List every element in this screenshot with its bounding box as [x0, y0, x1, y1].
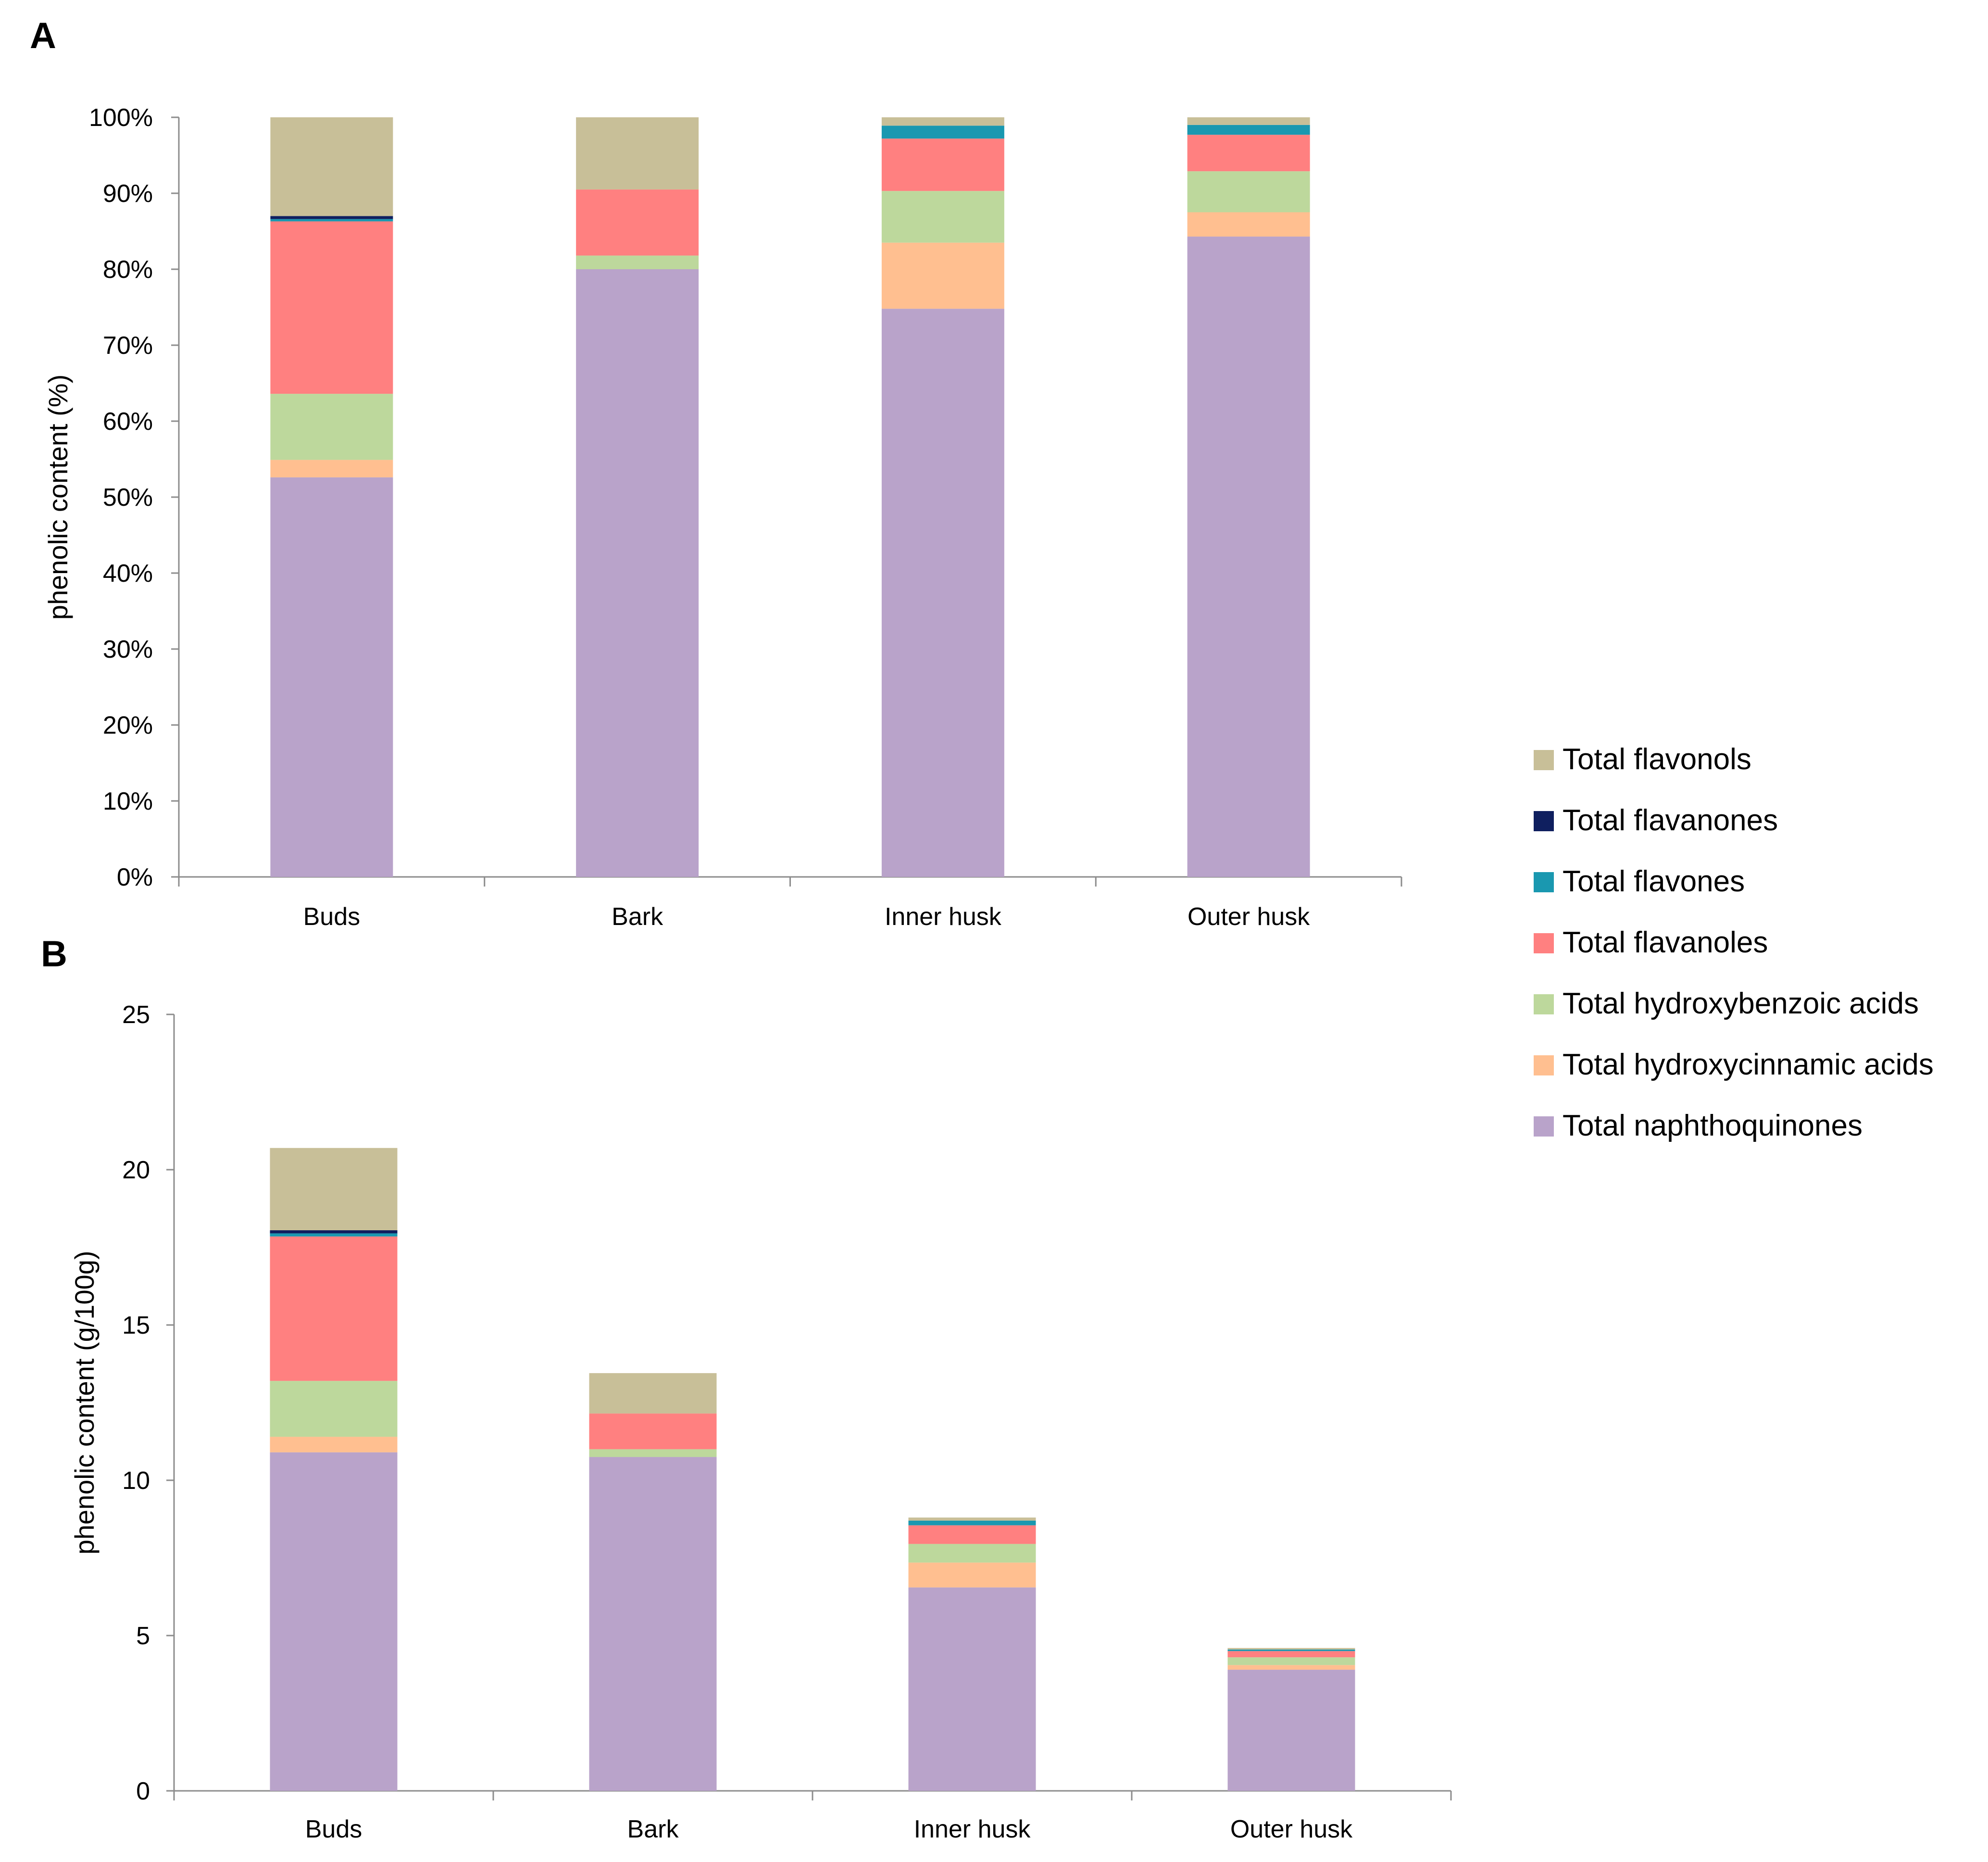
chart-a: 0% 10% 20% 30% 40% 50% 60% 70% 80% 90% 100% phenoli…	[43, 104, 1402, 931]
bar-b-buds-total-flavanones	[270, 1230, 398, 1234]
bar-b-outer-husk-total-hydroxybenzoic-acids	[1227, 1657, 1355, 1665]
legend-swatch-total-flavonols	[1534, 750, 1554, 770]
bar-b-outer-husk-total-flavones	[1227, 1650, 1355, 1651]
y-axis-title-b: phenolic content (g/100g)	[69, 1251, 100, 1555]
legend-swatch-total-hydroxybenzoic-acids	[1534, 994, 1554, 1014]
y-tick-label-a: 70%	[103, 332, 153, 360]
legend-swatch-total-naphthoquinones	[1534, 1116, 1554, 1137]
x-tick-label-b-inner-husk: Inner husk	[914, 1815, 1031, 1843]
bar-a-outer-husk-total-flavonols	[1187, 117, 1310, 125]
y-tick-label-a: 20%	[103, 712, 153, 739]
bar-a-buds-total-hydroxybenzoic-acids	[270, 394, 393, 460]
y-tick-label-a: 80%	[103, 256, 153, 284]
bar-a-buds-total-flavonols	[270, 117, 393, 216]
legend-label-total-flavonols: Total flavonols	[1563, 743, 1751, 776]
bar-a-buds-total-flavanones	[270, 216, 393, 219]
bar-a-inner-husk-total-hydroxycinnamic-acids	[881, 242, 1004, 309]
bar-b-bark-total-flavonols	[589, 1373, 717, 1414]
bar-b-inner-husk-total-hydroxycinnamic-acids	[908, 1562, 1036, 1587]
panel-label-a: A	[30, 15, 56, 56]
y-tick-label-b: 10	[122, 1467, 150, 1495]
y-tick-label-a: 40%	[103, 560, 153, 587]
bar-a-buds-total-hydroxycinnamic-acids	[270, 460, 393, 477]
legend-swatch-total-flavanoles	[1534, 933, 1554, 953]
bar-a-bark-total-naphthoquinones	[576, 269, 699, 877]
legend-swatch-total-hydroxycinnamic-acids	[1534, 1055, 1554, 1075]
bar-a-bark-total-flavanoles	[576, 189, 699, 256]
bar-a-buds-total-flavones	[270, 219, 393, 222]
y-tick-label-a: 10%	[103, 787, 153, 815]
legend-label-total-flavanoles: Total flavanoles	[1563, 926, 1768, 959]
legend-label-total-flavones: Total flavones	[1563, 865, 1745, 898]
bar-a-outer-husk-total-naphthoquinones	[1187, 237, 1310, 877]
bar-a-outer-husk-total-flavanoles	[1187, 135, 1310, 172]
bar-b-outer-husk-total-naphthoquinones	[1227, 1670, 1355, 1791]
x-tick-label-a-buds: Buds	[303, 903, 361, 931]
bar-b-buds-total-flavones	[270, 1233, 398, 1237]
y-tick-label-a: 0%	[117, 863, 153, 891]
bar-a-buds-total-naphthoquinones	[270, 477, 393, 877]
bar-a-inner-husk-total-flavanoles	[881, 138, 1004, 191]
y-tick-label-a: 90%	[103, 180, 153, 208]
legend-label-total-hydroxybenzoic-acids: Total hydroxybenzoic acids	[1563, 987, 1919, 1020]
y-tick-label-a: 30%	[103, 636, 153, 663]
x-tick-label-b-bark: Bark	[627, 1815, 679, 1843]
bar-a-buds-total-flavanoles	[270, 221, 393, 394]
legend-label-total-flavanones: Total flavanones	[1563, 804, 1778, 837]
bar-a-inner-husk-total-flavones	[881, 125, 1004, 139]
bar-a-inner-husk-total-flavonols	[881, 117, 1004, 126]
x-tick-label-a-bark: Bark	[612, 903, 663, 931]
x-tick-label-b-outer-husk: Outer husk	[1230, 1815, 1353, 1843]
legend: Total flavonols Total flavanones Total fla…	[1534, 743, 1934, 1142]
bar-a-bark-total-hydroxybenzoic-acids	[576, 255, 699, 269]
bar-b-outer-husk-total-flavanoles	[1227, 1651, 1355, 1658]
bar-a-outer-husk-total-hydroxycinnamic-acids	[1187, 212, 1310, 237]
bar-b-buds-total-hydroxybenzoic-acids	[270, 1381, 398, 1437]
bar-b-inner-husk-total-flavanoles	[908, 1525, 1036, 1544]
bar-a-outer-husk-total-hydroxybenzoic-acids	[1187, 171, 1310, 212]
legend-swatch-total-flavones	[1534, 872, 1554, 892]
bar-b-inner-husk-total-flavonols	[908, 1517, 1036, 1521]
bar-b-buds-total-flavanoles	[270, 1236, 398, 1381]
y-tick-label-a: 60%	[103, 408, 153, 436]
bar-b-bark-total-flavanoles	[589, 1413, 717, 1450]
bar-b-inner-husk-total-flavones	[908, 1520, 1036, 1525]
bar-b-outer-husk-total-flavonols	[1227, 1648, 1355, 1650]
bar-b-buds-total-hydroxycinnamic-acids	[270, 1437, 398, 1452]
x-tick-label-a-inner-husk: Inner husk	[885, 903, 1002, 931]
y-tick-label-b: 15	[122, 1312, 150, 1339]
bar-b-bark-total-naphthoquinones	[589, 1457, 717, 1791]
legend-label-total-naphthoquinones: Total naphthoquinones	[1563, 1109, 1863, 1142]
y-tick-label-b: 5	[136, 1622, 150, 1650]
bar-a-outer-husk-total-flavones	[1187, 125, 1310, 135]
y-tick-label-b: 20	[122, 1156, 150, 1184]
bar-b-inner-husk-total-naphthoquinones	[908, 1587, 1036, 1791]
y-tick-label-b: 25	[122, 1001, 150, 1029]
x-tick-label-a-outer-husk: Outer husk	[1188, 903, 1310, 931]
y-tick-label-a: 50%	[103, 484, 153, 512]
legend-swatch-total-flavanones	[1534, 811, 1554, 831]
bar-a-inner-husk-total-naphthoquinones	[881, 309, 1004, 877]
panel-label-b: B	[41, 934, 67, 975]
bar-b-bark-total-hydroxybenzoic-acids	[589, 1449, 717, 1457]
bar-a-bark-total-flavonols	[576, 117, 699, 190]
bar-b-inner-husk-total-hydroxybenzoic-acids	[908, 1544, 1036, 1563]
y-tick-label-a: 100%	[89, 104, 153, 132]
y-tick-label-b: 0	[136, 1777, 150, 1805]
legend-label-total-hydroxycinnamic-acids: Total hydroxycinnamic acids	[1563, 1048, 1934, 1081]
bar-b-buds-total-naphthoquinones	[270, 1452, 398, 1791]
bar-b-buds-total-flavonols	[270, 1148, 398, 1230]
chart-b: 0 5 10 15 20 25 phenolic content (g/100g) Buds B…	[69, 1001, 1452, 1843]
y-axis-title-a: phenolic content (%)	[43, 375, 73, 620]
bar-b-outer-husk-total-hydroxycinnamic-acids	[1227, 1665, 1355, 1670]
x-tick-label-b-buds: Buds	[305, 1815, 363, 1843]
bar-a-inner-husk-total-hydroxybenzoic-acids	[881, 191, 1004, 243]
